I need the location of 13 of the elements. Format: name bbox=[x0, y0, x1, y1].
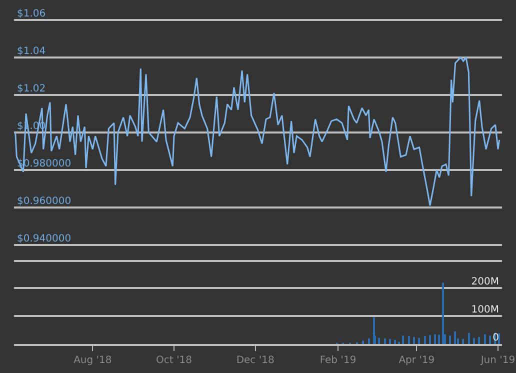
x-tick-label: Oct '18 bbox=[156, 354, 192, 366]
x-tick-label: Apr '19 bbox=[398, 354, 435, 366]
x-tick-label: Jun '19 bbox=[480, 354, 516, 366]
y-tick-label: $0.960000 bbox=[17, 196, 72, 207]
y-tick-label: $1.06 bbox=[17, 8, 46, 20]
y-tick-label: $1.02 bbox=[17, 83, 46, 94]
y-tick-label: $0.940000 bbox=[17, 233, 72, 244]
y-tick-label: 100M bbox=[471, 304, 499, 316]
x-tick-label: Aug '18 bbox=[74, 354, 112, 366]
y-tick-label: $1.04 bbox=[17, 46, 46, 57]
x-tick-label: Feb '19 bbox=[320, 354, 356, 366]
x-tick-label: Dec '18 bbox=[236, 354, 274, 366]
y-tick-label: 200M bbox=[471, 276, 499, 288]
